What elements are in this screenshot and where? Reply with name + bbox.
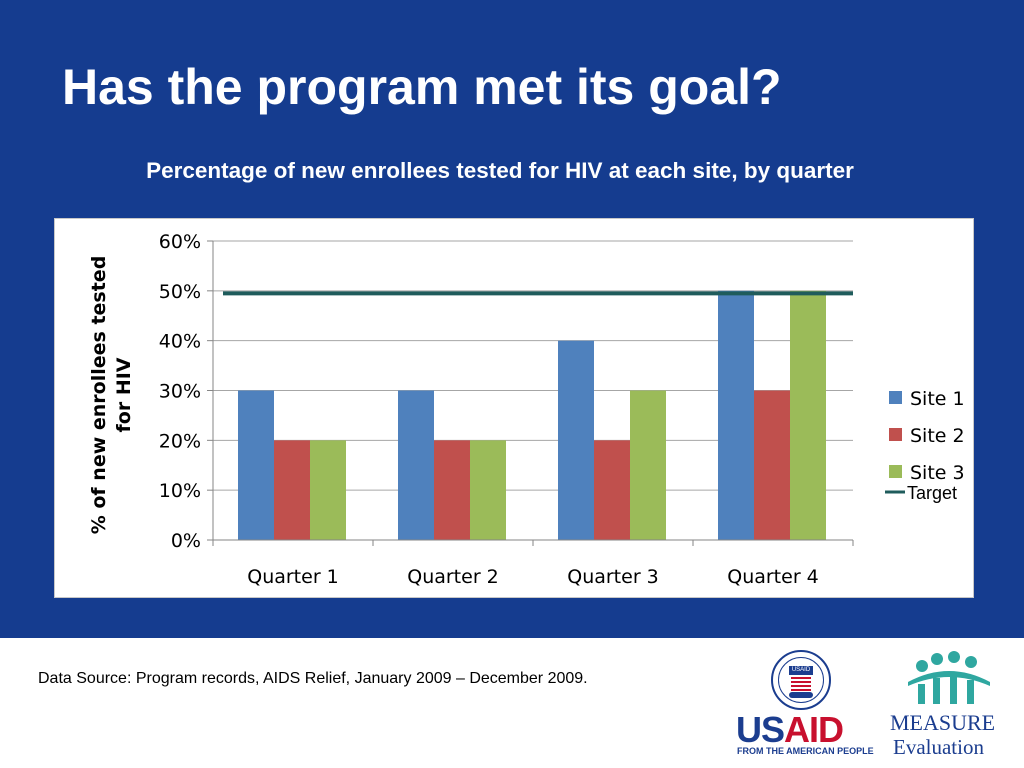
legend-label: Site 1 [910,388,965,410]
axes [207,240,854,546]
bar-site-1-quarter-3 [558,340,594,540]
seal-handshake-icon [789,692,813,698]
bar-site-1-quarter-4 [718,290,754,540]
bar-site-2-quarter-3 [594,440,630,540]
legend-swatch [889,428,902,441]
bar-site-1-quarter-2 [398,390,434,540]
seal-ring [778,657,824,703]
usaid-tagline: FROM THE AMERICAN PEOPLE [737,746,874,756]
y-axis-title: % of new enrollees tested for HIV [88,256,135,535]
y-tick-label: 10% [159,480,201,502]
bar-site-3-quarter-1 [310,440,346,540]
bars [238,290,826,540]
seal-shield-icon [791,677,811,691]
y-tick-label: 50% [159,281,201,303]
bar-chart: 0% 10% 20% 30% 40% 50% 60% Quarter 1 Quarter 2 Qu… [88,231,965,588]
chart-panel: 0% 10% 20% 30% 40% 50% 60% Quarter 1 Quarter 2 Qu… [54,218,974,598]
legend-label: Site 3 [910,462,965,484]
bar-site-2-quarter-1 [274,440,310,540]
x-tick-label: Quarter 4 [727,566,819,588]
x-tick-label: Quarter 1 [247,566,339,588]
bar-site-1-quarter-1 [238,390,274,540]
y-tick-label: 60% [159,231,201,253]
legend-target-label: Target [907,483,957,503]
axis-labels: 0% 10% 20% 30% 40% 50% 60% Quarter 1 Quarter 2 Qu… [88,231,819,588]
measure-evaluation-wordmark: Evaluation [893,735,984,759]
y-tick-label: 20% [159,430,201,452]
bar-site-2-quarter-4 [754,390,790,540]
seal-banner: USAID [789,666,813,675]
y-tick-label: 0% [171,530,201,552]
x-tick-label: Quarter 3 [567,566,659,588]
usaid-wordmark: USAID [736,709,844,750]
bar-site-3-quarter-2 [470,440,506,540]
x-tick-label: Quarter 2 [407,566,499,588]
legend-swatch [889,391,902,404]
legend-label: Site 2 [910,425,965,447]
slide-title: Has the program met its goal? [62,59,782,115]
measure-wordmark: MEASURE [890,710,996,735]
y-tick-label: 30% [159,381,201,403]
data-source-note: Data Source: Program records, AIDS Relie… [38,670,588,687]
bar-site-3-quarter-3 [630,390,666,540]
bar-site-2-quarter-2 [434,440,470,540]
y-tick-label: 40% [159,331,201,353]
measure-people-logo-icon [908,651,990,704]
chart-title: Percentage of new enrollees tested for H… [146,158,854,183]
legend-swatch [889,465,902,478]
usaid-seal-logo: USAID [771,650,831,710]
bar-site-3-quarter-4 [790,290,826,540]
